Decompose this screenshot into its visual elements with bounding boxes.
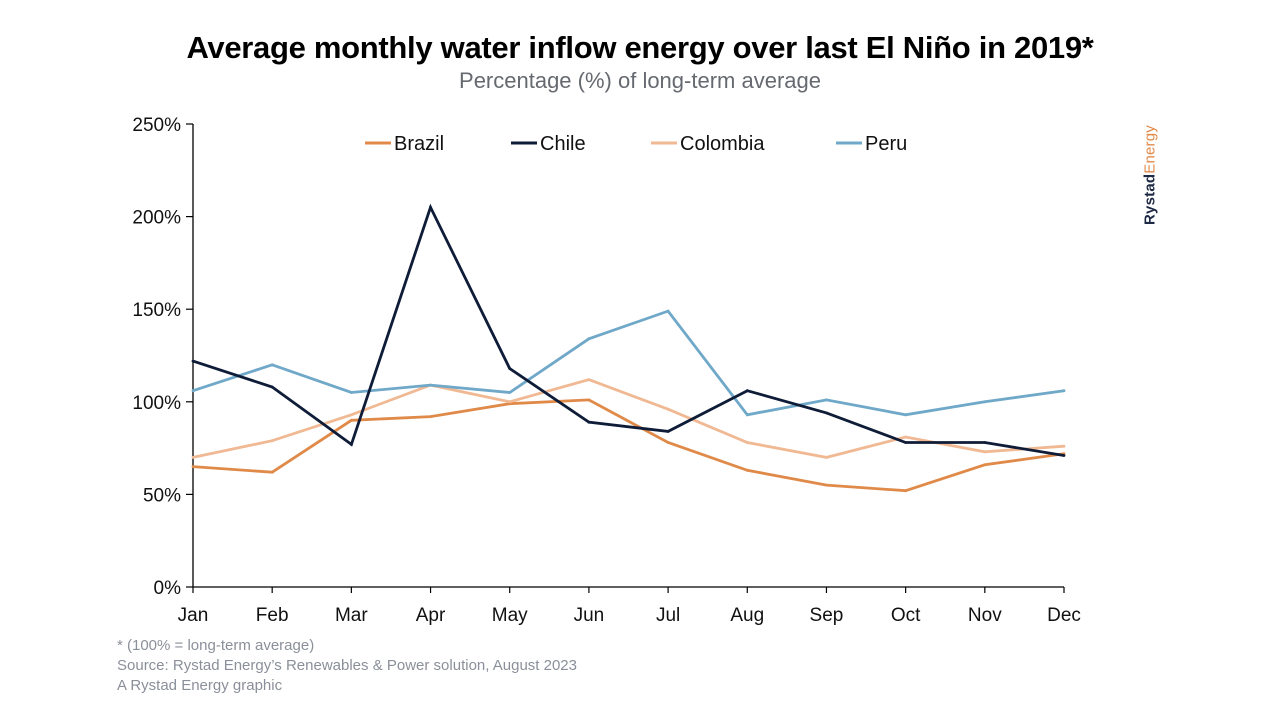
data-point-peru — [429, 383, 432, 387]
data-point-brazil — [666, 441, 670, 444]
data-point-brazil — [745, 468, 749, 472]
brand-logo: RystadEnergy — [1142, 125, 1159, 225]
data-point-chile — [825, 411, 828, 415]
data-point-peru — [904, 413, 907, 417]
footnotes: * (100% = long-term average) Source: Rys… — [117, 636, 577, 696]
data-point-colombia — [745, 441, 749, 444]
data-point-brazil — [429, 415, 432, 418]
data-point-brazil — [270, 470, 274, 474]
data-point-chile — [587, 420, 591, 424]
data-point-chile — [666, 430, 670, 433]
x-tick-label: Sep — [810, 605, 844, 626]
y-tick-label: 250% — [132, 115, 181, 136]
x-tick-label: Dec — [1047, 605, 1081, 626]
data-point-colombia — [904, 435, 907, 439]
chart-legend: Brazil Chile Colombia Peru — [365, 133, 907, 155]
brand-logo-part2: Energy — [1141, 125, 1159, 174]
x-tick-label: Oct — [891, 605, 921, 626]
data-point-brazil — [983, 463, 987, 467]
y-tick-label: 100% — [132, 393, 181, 414]
footnote-source: Source: Rystad Energy’s Renewables & Pow… — [117, 657, 577, 674]
data-point-colombia — [1062, 444, 1066, 448]
data-point-peru — [587, 337, 591, 341]
legend-label-colombia: Colombia — [680, 133, 765, 155]
legend-label-peru: Peru — [865, 133, 907, 155]
x-tick-label: Jun — [574, 605, 605, 626]
data-point-colombia — [270, 439, 274, 443]
data-point-peru — [508, 391, 512, 394]
legend-label-brazil: Brazil — [394, 133, 444, 155]
footnote-definition: * (100% = long-term average) — [117, 637, 315, 654]
data-point-colombia — [587, 378, 591, 381]
data-point-peru — [666, 309, 670, 313]
footnote-credit: A Rystad Energy graphic — [117, 677, 283, 694]
series-line-peru — [192, 309, 1065, 417]
series-line-chile — [192, 203, 1065, 457]
data-point-chile — [191, 359, 195, 363]
x-tick-label: Mar — [335, 605, 368, 626]
x-tick-label: Feb — [256, 605, 289, 626]
data-point-brazil — [350, 418, 353, 422]
data-point-colombia — [350, 413, 353, 417]
chart-subtitle: Percentage (%) of long-term average — [459, 68, 821, 93]
data-point-peru — [983, 400, 987, 404]
series-line-brazil — [192, 398, 1065, 493]
data-point-colombia — [191, 456, 195, 459]
data-point-brazil — [825, 483, 828, 487]
series-lines — [191, 203, 1066, 493]
data-point-peru — [270, 363, 274, 367]
data-point-chile — [745, 389, 749, 393]
y-tick-label: 0% — [154, 578, 182, 599]
data-point-colombia — [666, 407, 670, 411]
data-point-colombia — [508, 400, 512, 404]
data-point-peru — [825, 398, 828, 402]
data-point-chile — [270, 385, 274, 389]
data-point-chile — [904, 441, 907, 444]
x-tick-label: May — [492, 605, 528, 626]
y-tick-label: 200% — [132, 208, 181, 229]
data-point-peru — [191, 389, 195, 393]
data-point-brazil — [191, 465, 195, 468]
y-tick-label: 150% — [132, 300, 181, 321]
data-point-chile — [983, 441, 987, 444]
data-point-brazil — [587, 398, 591, 402]
data-point-peru — [350, 391, 353, 394]
x-tick-label: Aug — [730, 605, 764, 626]
data-point-chile — [429, 205, 432, 209]
series-line-colombia — [192, 378, 1065, 459]
chart-title: Average monthly water inflow energy over… — [186, 30, 1094, 65]
chart-axes: 0% 50% 100% 150% 200% 250% Jan Feb Mar Apr May Jun J… — [132, 115, 1081, 626]
x-tick-label: Apr — [416, 605, 446, 626]
data-point-chile — [1062, 454, 1066, 457]
data-point-chile — [508, 367, 512, 370]
data-point-chile — [350, 443, 353, 446]
legend-label-chile: Chile — [540, 133, 586, 155]
data-point-peru — [1062, 389, 1066, 393]
x-tick-label: Jan — [178, 605, 209, 626]
data-point-brazil — [904, 489, 907, 493]
data-point-colombia — [983, 450, 987, 454]
y-tick-label: 50% — [143, 485, 181, 506]
data-point-peru — [745, 413, 749, 417]
brand-logo-part1: Rystad — [1141, 173, 1159, 225]
data-point-colombia — [825, 456, 828, 459]
x-tick-label: Nov — [968, 605, 1002, 626]
x-tick-label: Jul — [656, 605, 680, 626]
